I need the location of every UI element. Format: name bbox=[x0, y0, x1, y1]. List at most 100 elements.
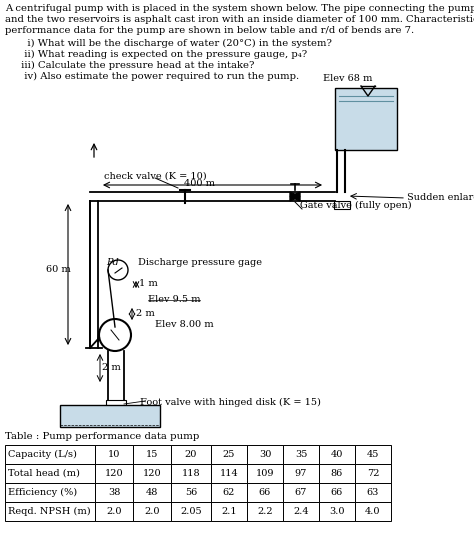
Text: 118: 118 bbox=[182, 469, 201, 478]
Bar bbox=[247, 464, 283, 483]
Text: i) What will be the discharge of water (20°C) in the system?: i) What will be the discharge of water (… bbox=[18, 39, 332, 48]
Text: Efficiency (%): Efficiency (%) bbox=[8, 488, 77, 497]
Text: 400 m: 400 m bbox=[184, 179, 216, 188]
Text: 2.4: 2.4 bbox=[293, 507, 309, 516]
Bar bbox=[211, 445, 247, 464]
Text: 62: 62 bbox=[223, 488, 235, 497]
Bar bbox=[133, 464, 171, 483]
Text: 38: 38 bbox=[108, 488, 120, 497]
Text: Elev 68 m: Elev 68 m bbox=[323, 74, 373, 83]
Text: performance data for the pump are shown in below table and r/d of bends are 7.: performance data for the pump are shown … bbox=[5, 26, 414, 35]
Text: Foot valve with hinged disk (K = 15): Foot valve with hinged disk (K = 15) bbox=[140, 398, 321, 407]
Text: Discharge pressure gage: Discharge pressure gage bbox=[138, 258, 262, 267]
Text: 48: 48 bbox=[146, 488, 158, 497]
Bar bbox=[283, 502, 319, 521]
Polygon shape bbox=[290, 192, 300, 201]
Bar bbox=[106, 408, 126, 412]
Text: iv) Also estimate the power required to run the pump.: iv) Also estimate the power required to … bbox=[18, 72, 299, 81]
Text: 66: 66 bbox=[259, 488, 271, 497]
Bar bbox=[5, 483, 95, 502]
Bar bbox=[5, 502, 95, 521]
Text: 3.0: 3.0 bbox=[329, 507, 345, 516]
Text: 1 m: 1 m bbox=[139, 279, 158, 288]
Text: 2.05: 2.05 bbox=[180, 507, 202, 516]
Bar bbox=[211, 502, 247, 521]
Text: 2.1: 2.1 bbox=[221, 507, 237, 516]
Bar bbox=[171, 445, 211, 464]
Bar bbox=[171, 464, 211, 483]
Bar bbox=[247, 502, 283, 521]
Text: 114: 114 bbox=[219, 469, 238, 478]
Bar bbox=[5, 464, 95, 483]
Bar bbox=[95, 483, 133, 502]
Bar bbox=[95, 502, 133, 521]
Text: check valve (K = 10): check valve (K = 10) bbox=[104, 172, 206, 181]
Text: 45: 45 bbox=[367, 450, 379, 459]
Text: Sudden enlargement: Sudden enlargement bbox=[407, 193, 474, 202]
Text: 60 m: 60 m bbox=[46, 266, 71, 274]
Text: 2 m: 2 m bbox=[136, 309, 155, 317]
Text: 30: 30 bbox=[259, 450, 271, 459]
Text: 66: 66 bbox=[331, 488, 343, 497]
Text: Pd: Pd bbox=[106, 258, 119, 267]
Text: 67: 67 bbox=[295, 488, 307, 497]
Polygon shape bbox=[290, 192, 300, 201]
Bar bbox=[171, 483, 211, 502]
Text: 4.0: 4.0 bbox=[365, 507, 381, 516]
Bar bbox=[283, 464, 319, 483]
Text: Table : Pump performance data pump: Table : Pump performance data pump bbox=[5, 432, 200, 441]
Bar bbox=[319, 502, 355, 521]
Bar bbox=[247, 483, 283, 502]
Text: 63: 63 bbox=[367, 488, 379, 497]
Text: 20: 20 bbox=[185, 450, 197, 459]
Bar bbox=[355, 445, 391, 464]
Text: Capacity (L/s): Capacity (L/s) bbox=[8, 450, 77, 459]
Text: 25: 25 bbox=[223, 450, 235, 459]
Bar bbox=[133, 483, 171, 502]
Text: 120: 120 bbox=[105, 469, 123, 478]
Text: 120: 120 bbox=[143, 469, 161, 478]
Bar bbox=[171, 502, 211, 521]
Text: ii) What reading is expected on the pressure gauge, p₄?: ii) What reading is expected on the pres… bbox=[18, 50, 307, 59]
Bar bbox=[283, 445, 319, 464]
Text: A centrifugal pump with is placed in the system shown below. The pipe connecting: A centrifugal pump with is placed in the… bbox=[5, 4, 474, 13]
Text: 2.0: 2.0 bbox=[106, 507, 122, 516]
Text: 35: 35 bbox=[295, 450, 307, 459]
Bar bbox=[319, 464, 355, 483]
Bar bbox=[247, 445, 283, 464]
Bar bbox=[133, 445, 171, 464]
Text: 86: 86 bbox=[331, 469, 343, 478]
Text: 109: 109 bbox=[256, 469, 274, 478]
Bar bbox=[283, 483, 319, 502]
Text: Gate valve (fully open): Gate valve (fully open) bbox=[300, 201, 411, 210]
Text: 72: 72 bbox=[367, 469, 379, 478]
Text: Reqd. NPSH (m): Reqd. NPSH (m) bbox=[8, 507, 91, 516]
Text: 40: 40 bbox=[331, 450, 343, 459]
Text: 2.0: 2.0 bbox=[144, 507, 160, 516]
Text: 2 m: 2 m bbox=[102, 364, 121, 373]
Text: iii) Calculate the pressure head at the intake?: iii) Calculate the pressure head at the … bbox=[18, 61, 255, 70]
Bar bbox=[106, 400, 126, 408]
Text: Elev 9.5 m: Elev 9.5 m bbox=[148, 295, 201, 304]
Text: Elev 8.00 m: Elev 8.00 m bbox=[155, 320, 214, 329]
Text: 15: 15 bbox=[146, 450, 158, 459]
Bar bbox=[211, 483, 247, 502]
Bar bbox=[335, 88, 397, 150]
Text: 56: 56 bbox=[185, 488, 197, 497]
Bar bbox=[334, 201, 350, 209]
Bar bbox=[355, 464, 391, 483]
Text: 97: 97 bbox=[295, 469, 307, 478]
Text: Total head (m): Total head (m) bbox=[8, 469, 80, 478]
Bar bbox=[95, 445, 133, 464]
Bar bbox=[319, 445, 355, 464]
Text: 2.2: 2.2 bbox=[257, 507, 273, 516]
Bar bbox=[211, 464, 247, 483]
Text: and the two reservoirs is asphalt cast iron with an inside diameter of 100 mm. C: and the two reservoirs is asphalt cast i… bbox=[5, 15, 474, 24]
Bar bbox=[133, 502, 171, 521]
Bar bbox=[319, 483, 355, 502]
Text: 10: 10 bbox=[108, 450, 120, 459]
Bar bbox=[355, 502, 391, 521]
Bar bbox=[355, 483, 391, 502]
Bar bbox=[60, 405, 160, 427]
Bar bbox=[95, 464, 133, 483]
